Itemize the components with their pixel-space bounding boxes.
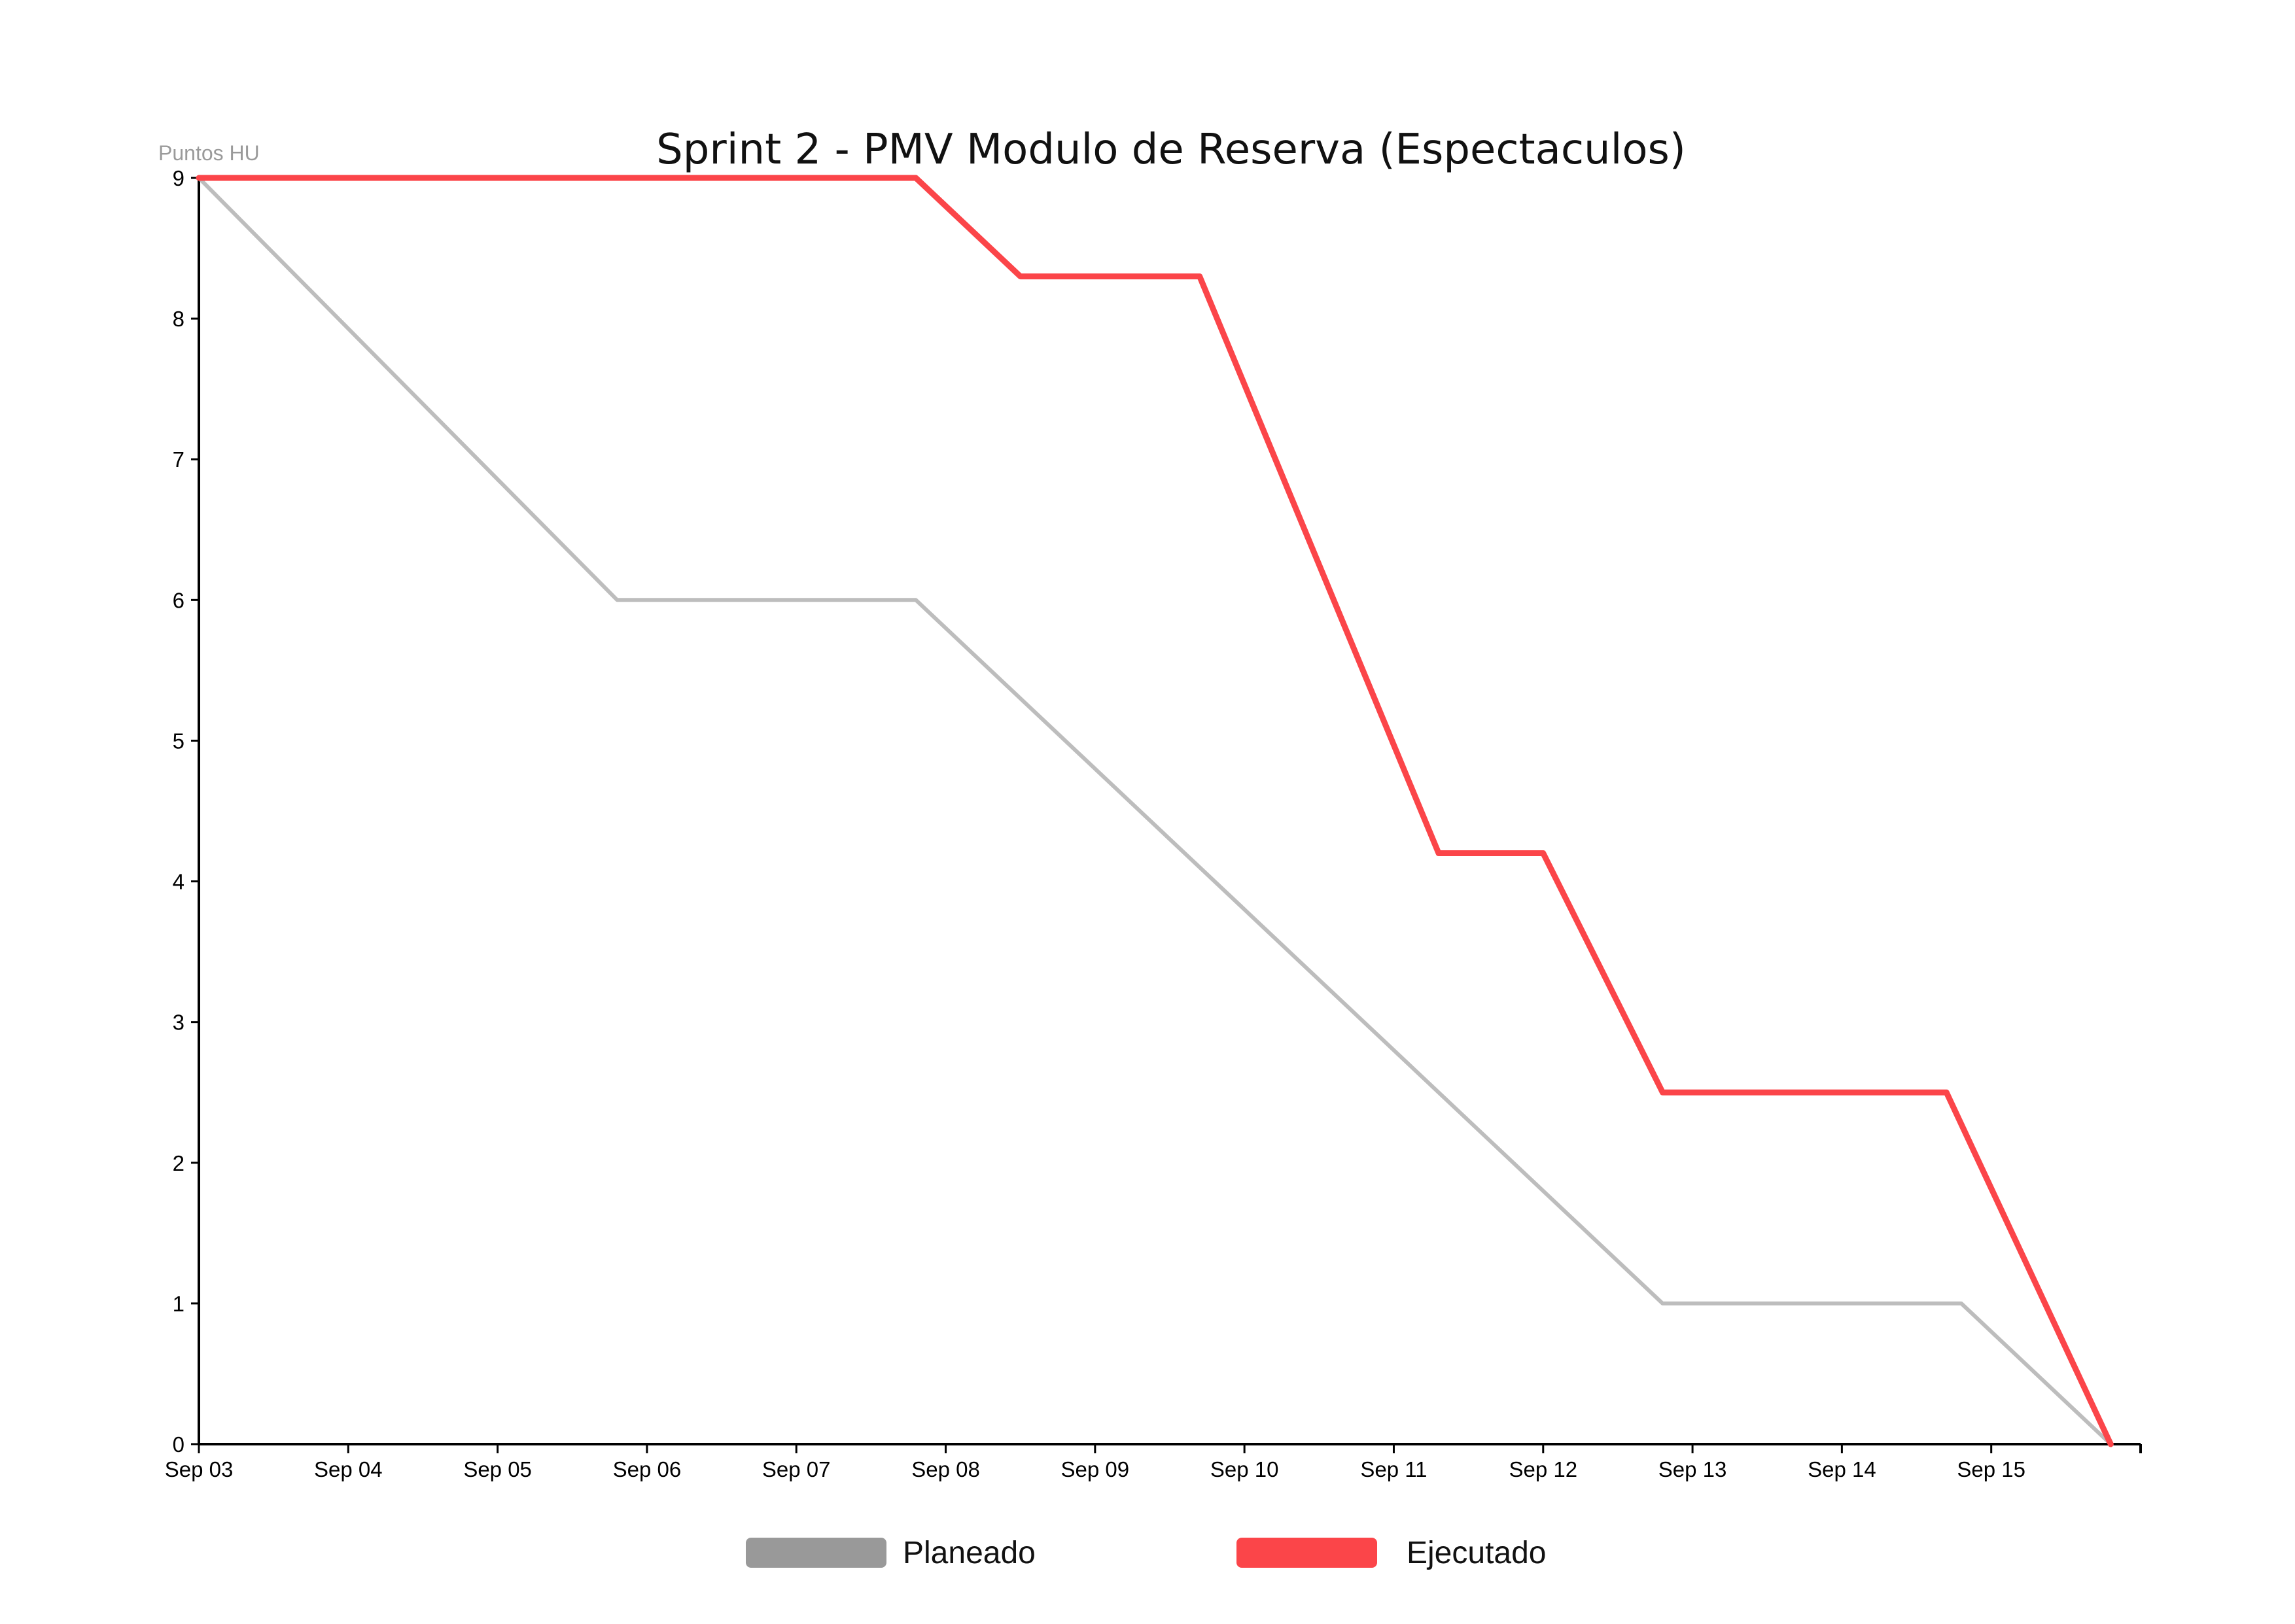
legend-item-planeado[interactable]: Planeado — [746, 1536, 1036, 1570]
y-tick-label: 9 — [173, 166, 184, 190]
y-tick-label: 8 — [173, 307, 184, 331]
y-tick-label: 0 — [173, 1432, 184, 1457]
y-tick-label: 5 — [173, 729, 184, 753]
x-tick-label: Sep 10 — [1210, 1457, 1279, 1481]
axes — [198, 178, 2142, 1453]
legend-item-ejecutado[interactable]: Ejecutado — [1236, 1536, 1547, 1570]
x-tick-label: Sep 15 — [1957, 1457, 2025, 1481]
x-tick-label: Sep 12 — [1509, 1457, 1577, 1481]
y-axis-ticks: 0 1 2 3 4 5 6 7 8 9 — [173, 166, 199, 1457]
x-tick-label: Sep 03 — [165, 1457, 234, 1481]
chart-title: Sprint 2 - PMV Modulo de Reserva (Espect… — [656, 126, 1686, 174]
y-tick-label: 3 — [173, 1011, 184, 1035]
legend-swatch-ejecutado — [1236, 1538, 1377, 1568]
legend-swatch-planeado — [746, 1538, 886, 1568]
x-tick-label: Sep 05 — [463, 1457, 532, 1481]
x-tick-label: Sep 07 — [762, 1457, 831, 1481]
series-line-planeado — [197, 176, 2113, 1446]
x-tick-label: Sep 13 — [1658, 1457, 1727, 1481]
y-tick-label: 4 — [173, 870, 184, 894]
x-axis-ticks: Sep 03 Sep 04 Sep 05 Sep 06 Sep 07 Sep 08 Sep … — [165, 1444, 2025, 1481]
y-axis-label: Puntos HU — [158, 141, 260, 165]
legend-label-planeado: Planeado — [903, 1536, 1036, 1570]
legend-label-ejecutado: Ejecutado — [1407, 1536, 1547, 1570]
x-tick-label: Sep 08 — [911, 1457, 980, 1481]
y-tick-label: 2 — [173, 1151, 184, 1175]
series-lines — [196, 175, 2114, 1447]
series-line-ejecutado — [196, 175, 2114, 1447]
x-tick-label: Sep 11 — [1360, 1457, 1427, 1481]
y-tick-label: 1 — [173, 1292, 184, 1316]
legend: Planeado Ejecutado — [746, 1536, 1547, 1570]
x-tick-label: Sep 06 — [613, 1457, 682, 1481]
x-tick-label: Sep 04 — [314, 1457, 383, 1481]
x-tick-label: Sep 09 — [1061, 1457, 1130, 1481]
y-tick-label: 6 — [173, 588, 184, 612]
y-tick-label: 7 — [173, 447, 184, 472]
x-tick-label: Sep 14 — [1808, 1457, 1876, 1481]
